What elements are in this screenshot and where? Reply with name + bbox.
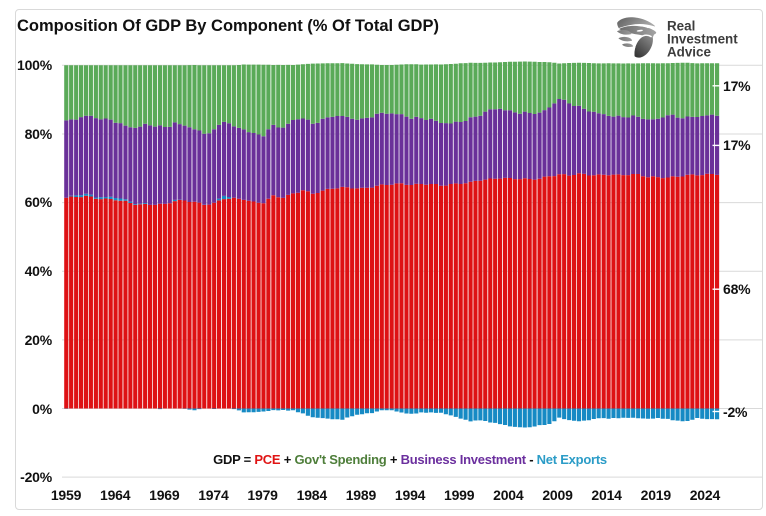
svg-text:Advice: Advice: [667, 45, 711, 60]
svg-text:Real: Real: [667, 19, 695, 34]
svg-text:Investment: Investment: [667, 32, 738, 47]
